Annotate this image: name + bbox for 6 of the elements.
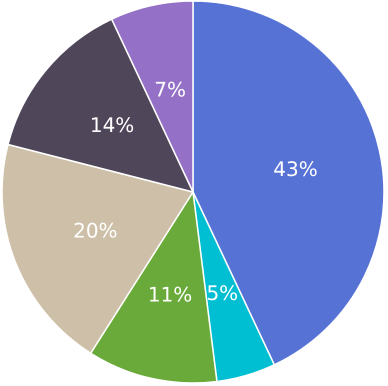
data-label: 7%	[154, 77, 186, 102]
data-label: 20%	[73, 218, 118, 243]
data-label: 5%	[206, 280, 238, 305]
data-label: 11%	[148, 282, 192, 307]
data-label: 43%	[273, 157, 318, 182]
data-label: 14%	[90, 113, 134, 138]
